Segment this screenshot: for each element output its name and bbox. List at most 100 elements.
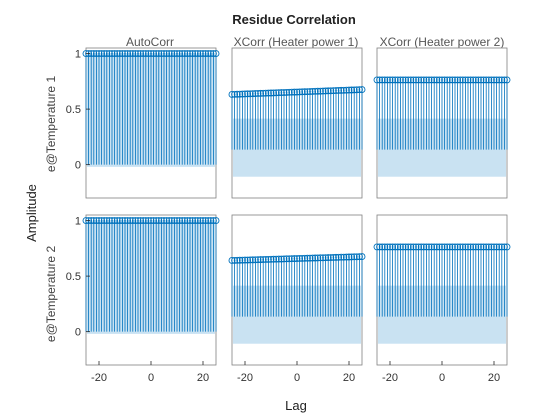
stem-marker [259,89,267,97]
stem-marker [231,256,239,264]
stem-marker [298,88,306,96]
stem-marker [324,87,332,95]
stem-marker [469,76,477,84]
stem-marker [155,50,163,58]
stem-marker [298,254,306,262]
x-tick-label: 20 [488,372,500,384]
stem-marker [202,217,210,225]
stem-marker [189,50,197,58]
stem-marker [495,76,503,84]
stem-marker [129,217,137,225]
stem-marker [244,90,252,98]
stem-marker [285,88,293,96]
stem-marker [194,50,202,58]
stem-marker [163,217,171,225]
stem-marker [212,217,220,225]
column-title-xcorr-heater-1: XCorr (Heater power 1) [234,35,359,49]
row-label-temperature-2: e@Temperature 2 [44,246,58,343]
x-tick-label: 0 [294,372,300,384]
row-label-temperature-1: e@Temperature 1 [44,76,58,173]
y-tick-label: 1 [75,49,81,61]
stem-marker [350,253,358,261]
stem-marker [503,76,511,84]
x-tick-label: -20 [91,372,107,384]
stem-marker [456,243,464,251]
stem-marker [207,50,215,58]
y-tick-label: 0.5 [66,271,81,283]
stem-marker [176,217,184,225]
x-tick-label: 20 [197,372,209,384]
stem-marker [417,243,425,251]
stem-marker [168,50,176,58]
x-tick-label: 20 [343,372,355,384]
stem-marker [417,76,425,84]
stem-marker [358,86,366,94]
stem-marker [207,217,215,225]
y-tick-label: 0 [75,160,81,172]
y-tick-label: 1 [75,216,81,228]
stem-marker [443,243,451,251]
stem-marker [272,89,280,97]
stem-marker [482,243,490,251]
stem-marker [163,50,171,58]
column-title-xcorr-heater-2: XCorr (Heater power 2) [380,35,505,49]
stem-marker [231,90,239,98]
stem-marker [181,50,189,58]
stem-marker [244,256,252,264]
stem-marker [168,217,176,225]
stem-marker [176,50,184,58]
stem-marker [212,50,220,58]
stem-marker [337,253,345,261]
stem-marker [358,253,366,261]
stem-marker [150,50,158,58]
stem-marker [150,217,158,225]
stem-marker [249,90,257,98]
stem-marker [137,50,145,58]
stem-marker [189,217,197,225]
stem-marker [311,87,319,95]
x-tick-label: 0 [148,372,154,384]
stem-marker [142,50,150,58]
stem-marker [482,76,490,84]
stem-marker [337,86,345,94]
stem-marker [503,243,511,251]
stem-marker [378,243,386,251]
x-tick-label: -20 [237,372,253,384]
stem-marker [194,217,202,225]
stem-marker [124,50,132,58]
stem-marker [181,217,189,225]
column-title-autocorr: AutoCorr [126,35,174,49]
x-tick-label: 0 [439,372,445,384]
stem-marker [391,76,399,84]
stem-marker [124,217,132,225]
stem-marker [404,243,412,251]
stem-marker [456,76,464,84]
stem-marker [430,76,438,84]
stem-marker [142,217,150,225]
stem-marker [137,217,145,225]
stem-marker [272,255,280,263]
stem-marker [378,76,386,84]
stem-marker [259,256,267,264]
chart-title: Residue Correlation [232,12,356,27]
stem-marker [350,86,358,94]
stem-marker [495,243,503,251]
stem-marker [285,255,293,263]
y-tick-label: 0 [75,327,81,339]
stem-marker [391,243,399,251]
y-tick-label: 0.5 [66,104,81,116]
stem-marker [430,243,438,251]
stem-marker [129,50,137,58]
stem-marker [249,256,257,264]
stem-marker [443,76,451,84]
x-axis-label: Lag [285,398,307,413]
subplot-grid: 0 0.5 1 0 0.5 1 -20 0 20 -20 0 20 -20 0 20 [66,47,511,384]
stem-marker [324,254,332,262]
stem-marker [236,256,244,264]
y-axis-label: Amplitude [24,184,39,242]
x-tick-label: -20 [382,372,398,384]
stem-marker [404,76,412,84]
stem-marker [311,254,319,262]
stem-marker [155,217,163,225]
